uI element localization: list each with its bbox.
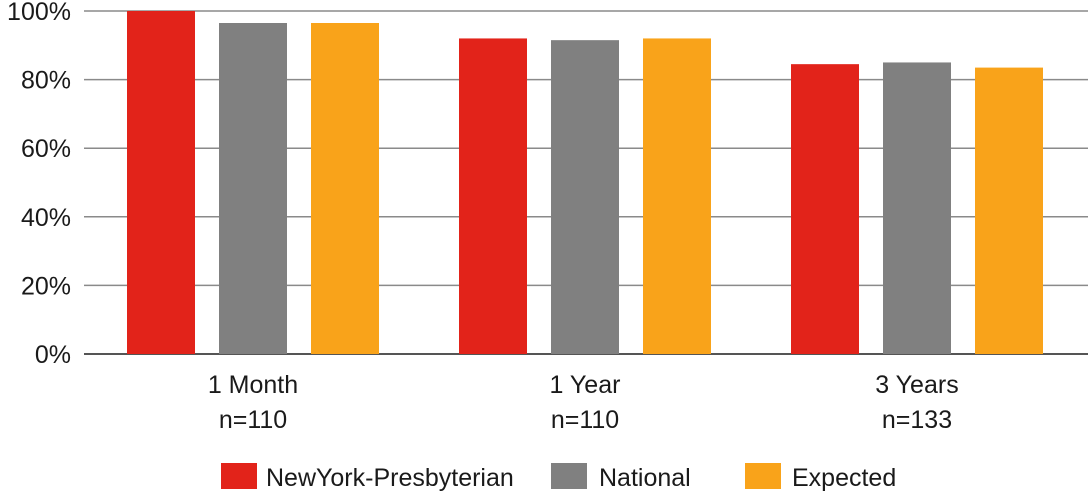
y-tick-label-100: 100%	[7, 0, 71, 26]
x-category-sample-size-1: n=110	[551, 406, 619, 434]
bar-expected-1-month	[311, 23, 379, 354]
legend-swatch-expected	[745, 463, 781, 489]
bar-expected-3-years	[975, 67, 1043, 354]
x-category-sample-size-2: n=133	[882, 406, 952, 434]
y-tick-label-40: 40%	[21, 204, 71, 232]
y-axis-tick-labels: 0% 20% 40% 60% 80% 100%	[7, 0, 71, 369]
x-category-label-0: 1 Month	[208, 371, 298, 399]
legend-label-newyork-presbyterian: NewYork-Presbyterian	[266, 464, 514, 492]
y-tick-label-20: 20%	[21, 272, 71, 300]
bar-newyork-presbyterian-3-years	[791, 64, 859, 354]
legend-label-expected: Expected	[792, 464, 896, 492]
y-tick-label-60: 60%	[21, 135, 71, 163]
x-category-label-1: 1 Year	[550, 371, 621, 399]
y-tick-label-80: 80%	[21, 67, 71, 95]
x-category-label-2: 3 Years	[875, 371, 958, 399]
bar-newyork-presbyterian-1-month	[127, 11, 195, 354]
bar-national-1-month	[219, 23, 287, 354]
bar-newyork-presbyterian-1-year	[459, 38, 527, 354]
x-axis-category-labels: 1 Month n=110 1 Year n=110 3 Years n=133	[208, 371, 959, 434]
x-category-sample-size-0: n=110	[219, 406, 287, 434]
legend-label-national: National	[599, 464, 691, 492]
legend-swatch-newyork-presbyterian	[221, 463, 257, 489]
bar-national-3-years	[883, 62, 951, 354]
legend: NewYork-Presbyterian National Expected	[221, 463, 896, 492]
bar-expected-1-year	[643, 38, 711, 354]
y-tick-label-0: 0%	[35, 341, 71, 369]
bars	[127, 11, 1043, 354]
legend-swatch-national	[551, 463, 587, 489]
bar-national-1-year	[551, 40, 619, 354]
